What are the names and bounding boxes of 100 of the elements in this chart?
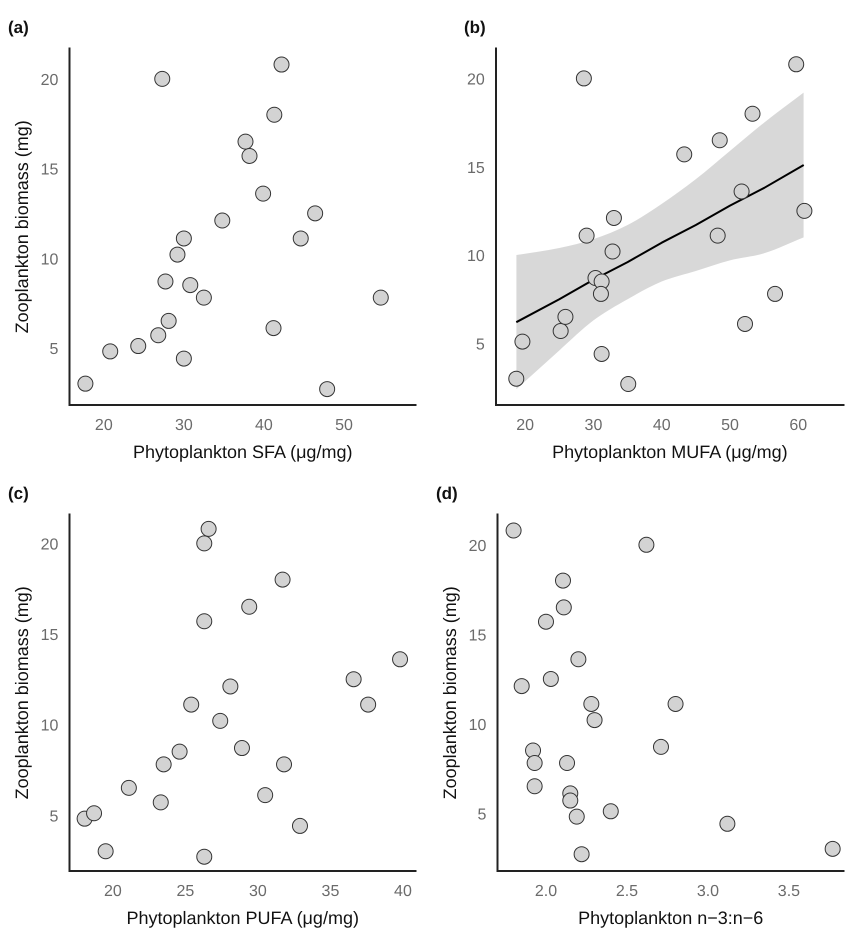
x-tick-label: 60 (789, 417, 808, 434)
point (652, 738, 669, 755)
y-tick-label: 20 (467, 72, 485, 89)
point (276, 756, 292, 772)
y-tick-label: 15 (40, 627, 58, 644)
point (241, 598, 258, 615)
point (266, 320, 282, 336)
y-tick-label: 5 (477, 806, 486, 824)
point (130, 338, 146, 354)
point (150, 327, 166, 344)
point (767, 286, 784, 302)
point (556, 599, 572, 616)
x-axis-title: Phytoplankton MUFA (μg/mg) (552, 442, 788, 462)
point (292, 230, 309, 246)
point (552, 323, 569, 340)
point (77, 376, 94, 392)
point (676, 146, 692, 162)
point (788, 56, 804, 72)
y-tick-label: 15 (40, 162, 58, 179)
y-tick-label: 15 (468, 627, 486, 644)
x-tick-label: 50 (721, 417, 739, 434)
point (160, 312, 177, 329)
point (346, 671, 362, 688)
point (307, 205, 324, 222)
point (157, 273, 174, 290)
point (737, 316, 753, 332)
point (196, 848, 212, 865)
x-tick-label: 50 (335, 417, 353, 434)
point (255, 186, 272, 202)
point (668, 696, 684, 712)
point (98, 843, 114, 860)
y-tick-label: 5 (49, 808, 58, 826)
y-tick-label: 5 (49, 341, 58, 358)
chart-title: (a) (8, 18, 29, 37)
x-axis-title: Phytoplankton PUFA (μg/mg) (126, 908, 359, 928)
point (604, 244, 621, 260)
point (557, 308, 574, 325)
point (796, 202, 812, 219)
x-axis-title: Phytoplankton n−3:n−6 (578, 908, 764, 928)
point (183, 696, 200, 713)
x-tick-label: 20 (104, 883, 122, 900)
point (176, 230, 192, 246)
point (559, 755, 576, 771)
point (638, 536, 654, 553)
x-tick-label: 40 (394, 883, 412, 900)
point (200, 520, 217, 537)
point (292, 818, 308, 834)
point (734, 183, 750, 200)
point (526, 778, 543, 794)
x-tick-label: 3.5 (778, 883, 800, 900)
x-tick-label: 30 (249, 883, 267, 900)
point (620, 376, 636, 392)
x-tick-label: 30 (174, 417, 193, 434)
y-tick-label: 20 (40, 72, 58, 90)
point (392, 651, 408, 668)
chart-title: (c) (8, 484, 29, 503)
y-tick-label: 20 (468, 538, 486, 555)
point (102, 343, 118, 360)
y-axis-title: Zooplankton biomass (mg) (12, 586, 32, 800)
x-tick-label: 40 (652, 417, 671, 434)
y-tick-label: 5 (476, 336, 485, 354)
x-tick-label: 20 (94, 417, 113, 434)
point (360, 696, 376, 713)
y-axis-title: Zooplankton biomass (mg) (12, 120, 32, 334)
point (266, 106, 282, 123)
point (719, 816, 736, 832)
point (542, 670, 559, 687)
point (594, 346, 610, 362)
point (568, 808, 585, 825)
point (176, 350, 192, 367)
point (744, 106, 761, 122)
point (583, 696, 600, 712)
point (172, 744, 188, 760)
x-tick-label: 40 (255, 417, 273, 434)
point (196, 290, 212, 306)
x-tick-label: 2.0 (534, 883, 558, 900)
y-tick-label: 10 (40, 718, 58, 735)
chart-title: (b) (464, 18, 486, 37)
point (578, 228, 595, 244)
point (514, 678, 530, 694)
y-tick-label: 10 (468, 716, 486, 734)
point (712, 132, 728, 148)
point (538, 614, 554, 630)
point (554, 572, 571, 589)
point (602, 803, 619, 820)
point (86, 805, 102, 822)
point (257, 787, 274, 804)
point (526, 755, 543, 771)
point (372, 290, 389, 306)
x-tick-label: 2.5 (616, 883, 638, 900)
x-tick-label: 35 (322, 883, 340, 900)
point (154, 70, 170, 87)
point (319, 381, 336, 398)
chart-title: (d) (436, 484, 458, 503)
y-tick-label: 20 (40, 536, 58, 554)
point (506, 522, 522, 538)
y-axis-title: Zooplankton biomass (mg) (440, 586, 460, 800)
point (152, 794, 169, 810)
y-tick-label: 15 (467, 160, 485, 177)
point (508, 370, 524, 387)
